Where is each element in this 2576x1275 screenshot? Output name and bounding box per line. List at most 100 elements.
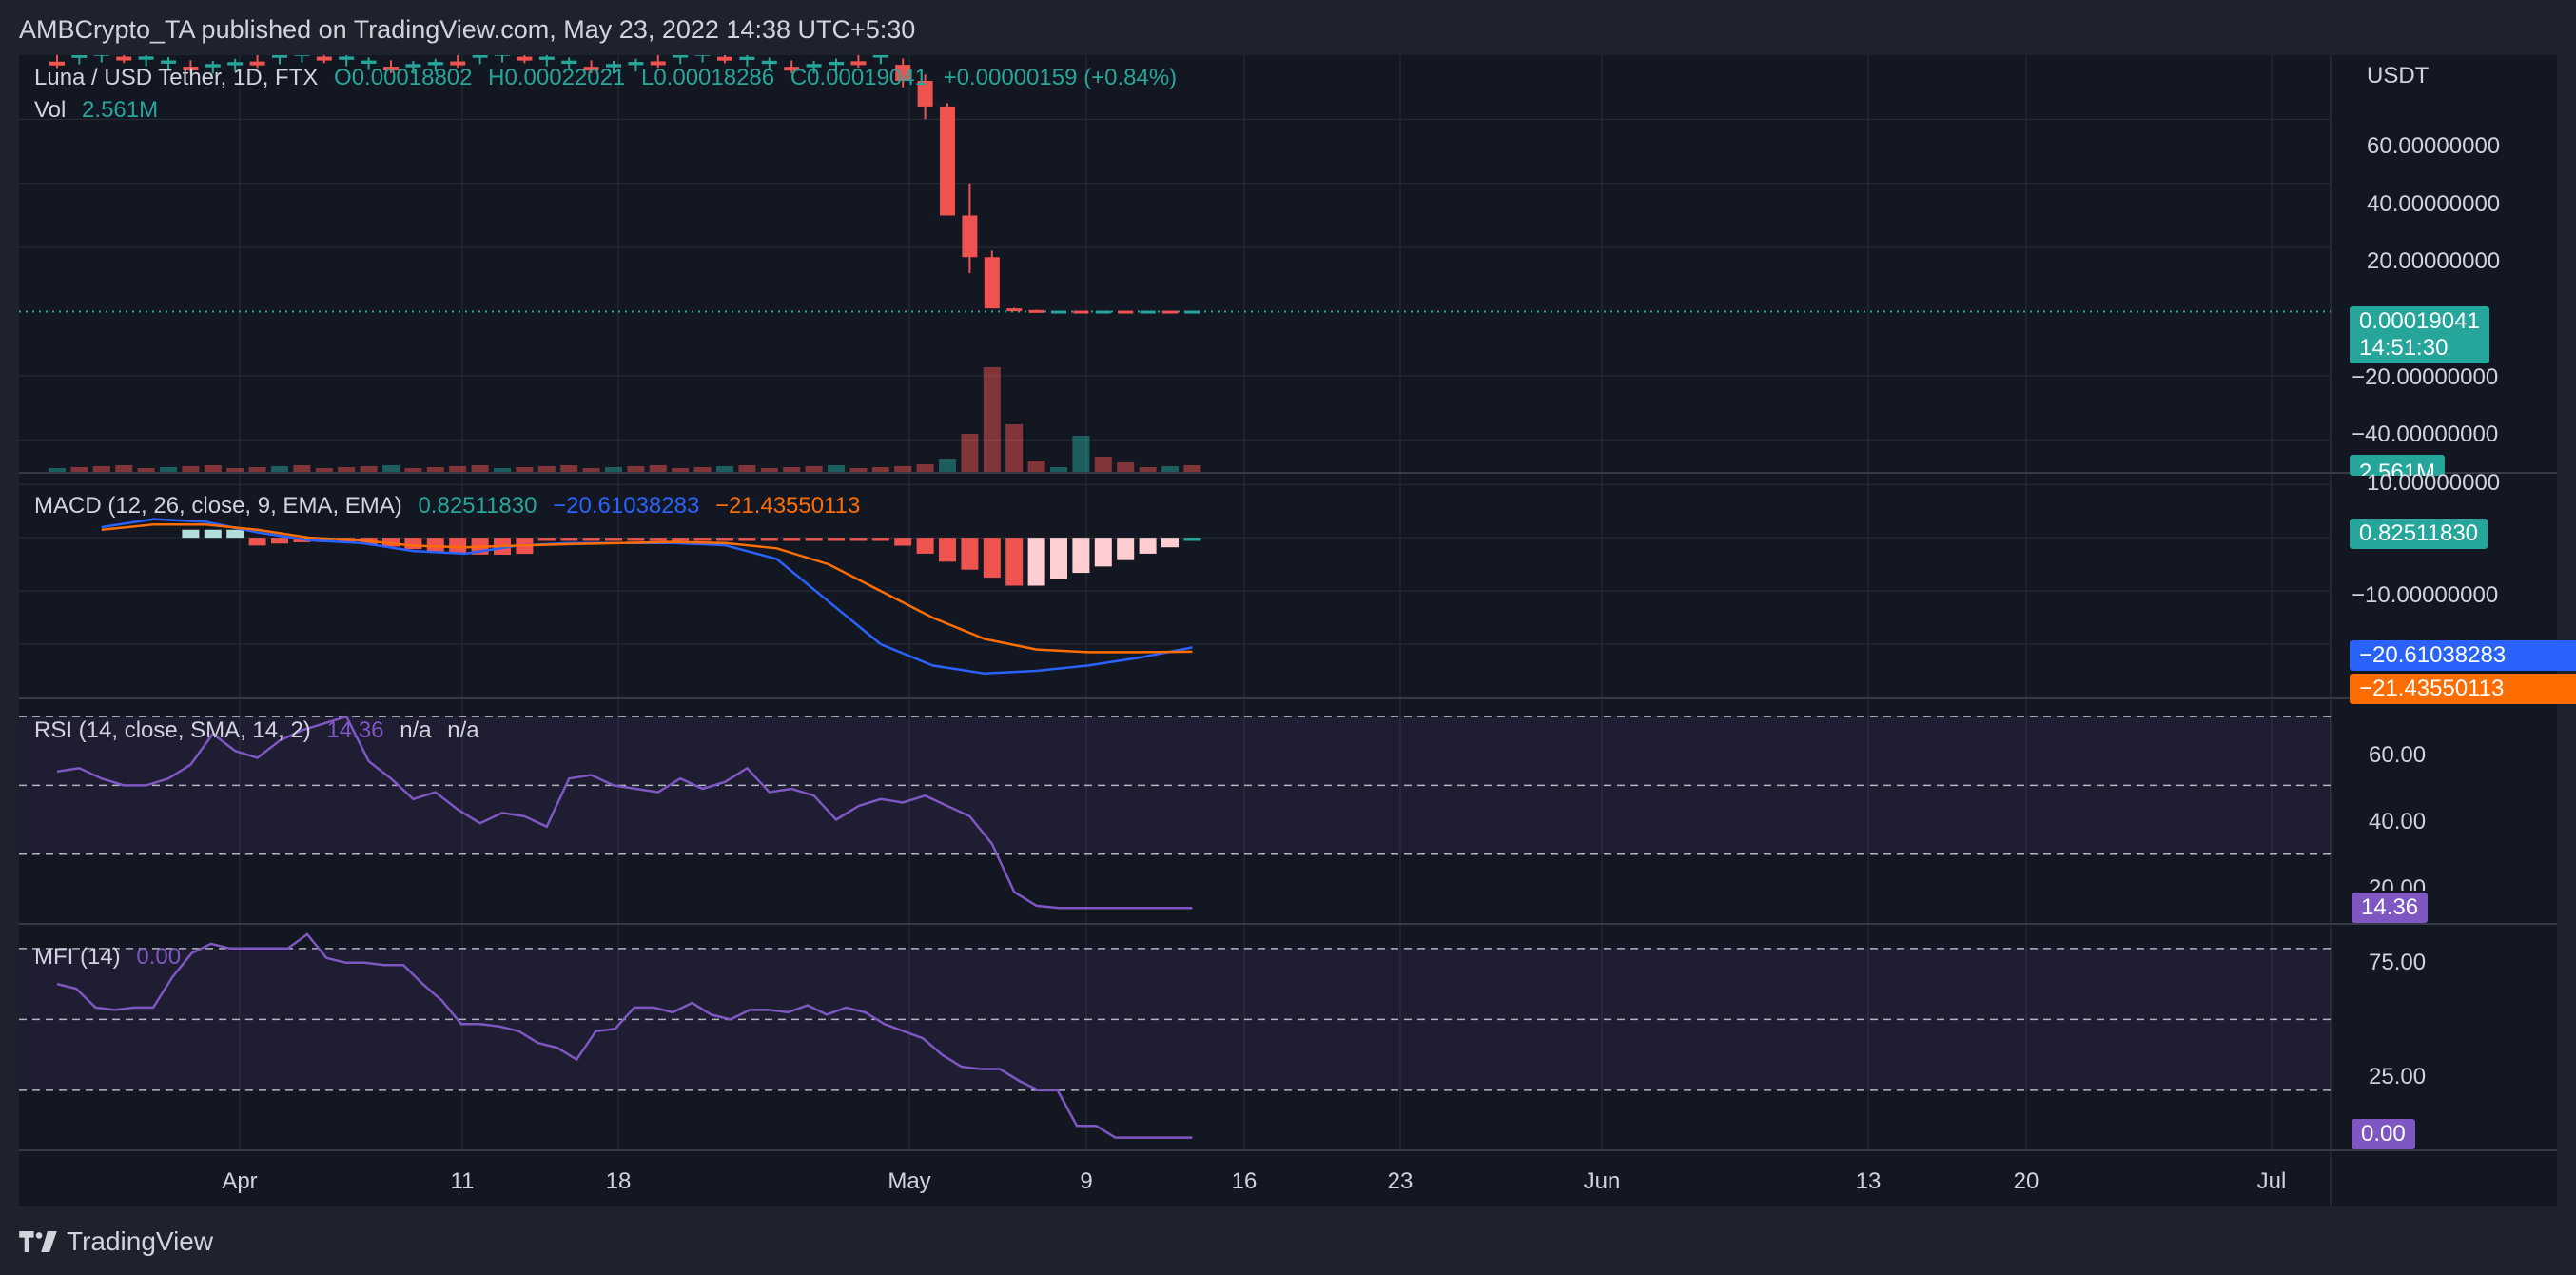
candle-body bbox=[1006, 308, 1023, 312]
candle-body bbox=[583, 67, 599, 71]
volume-bar bbox=[293, 465, 311, 472]
rsi-axis-tick: 60.00 bbox=[2369, 742, 2427, 768]
time-axis-label: Jun bbox=[1583, 1168, 1621, 1194]
macd-axis-tick: −10.00000000 bbox=[2352, 582, 2499, 608]
macd-histogram-bar bbox=[627, 538, 645, 541]
macd-histogram-bar bbox=[961, 538, 979, 570]
price-axis-tick: −40.00000000 bbox=[2352, 422, 2499, 447]
price-axis-tick: 40.00000000 bbox=[2367, 191, 2501, 217]
time-axis-label: Jul bbox=[2256, 1168, 2287, 1194]
volume-bar bbox=[760, 468, 778, 472]
mfi-label[interactable]: MFI (14) bbox=[34, 944, 121, 970]
macd-histogram-bar bbox=[605, 538, 622, 541]
ohlc-low: L0.00018286 bbox=[640, 65, 775, 90]
candle-body bbox=[49, 61, 65, 66]
volume-bar bbox=[672, 468, 690, 472]
volume-bar bbox=[49, 468, 66, 472]
macd-histogram-bar bbox=[426, 538, 444, 552]
volume-bar bbox=[983, 367, 1001, 472]
macd-histogram-bar bbox=[1139, 538, 1157, 554]
volume-bar bbox=[360, 466, 378, 472]
macd-histogram-bar bbox=[783, 538, 801, 541]
candle-body bbox=[361, 60, 377, 64]
volume-label[interactable]: Vol bbox=[34, 97, 67, 123]
candle-body bbox=[472, 55, 488, 58]
volume-bar bbox=[537, 466, 556, 472]
price-legend: Luna / USD Tether, 1D, FTX O0.00018802 H… bbox=[34, 65, 1186, 91]
macd-histogram-bar bbox=[760, 538, 778, 541]
volume-bar bbox=[1117, 462, 1135, 472]
macd-label[interactable]: MACD (12, 26, close, 9, EMA, EMA) bbox=[34, 493, 402, 519]
volume-bar bbox=[516, 467, 534, 472]
candle-body bbox=[1118, 310, 1134, 314]
chart-canvas[interactable] bbox=[19, 55, 2557, 1206]
candle-body bbox=[116, 56, 132, 61]
volume-bar bbox=[1005, 424, 1024, 472]
published-by-line: AMBCrypto_TA published on TradingView.co… bbox=[19, 15, 916, 44]
volume-bar bbox=[449, 466, 467, 472]
macd-hist-value: 0.82511830 bbox=[418, 493, 537, 519]
price-axis-currency[interactable]: USDT bbox=[2367, 63, 2430, 88]
footer: TradingView bbox=[19, 1213, 213, 1270]
rsi-band-fill bbox=[19, 716, 2331, 854]
macd-histogram-bar bbox=[404, 538, 422, 550]
ohlc-close: C0.00019041 bbox=[790, 65, 927, 90]
mfi-axis-tick: 75.00 bbox=[2369, 950, 2427, 975]
volume-bar bbox=[849, 468, 868, 472]
candle-body bbox=[383, 67, 399, 71]
volume-bar bbox=[160, 467, 177, 472]
candle-body bbox=[673, 55, 689, 58]
macd-histogram-bar bbox=[649, 538, 667, 541]
last-price-value: 0.00019041 bbox=[2359, 308, 2480, 334]
volume-legend: Vol 2.561M bbox=[34, 97, 167, 124]
candle-body bbox=[1051, 310, 1066, 314]
rsi-label[interactable]: RSI (14, close, SMA, 14, 2) bbox=[34, 717, 311, 743]
time-axis-label: 13 bbox=[1855, 1168, 1882, 1194]
candle-body bbox=[717, 56, 732, 61]
macd-histogram-bar bbox=[315, 538, 333, 542]
time-axis-label: 11 bbox=[450, 1168, 475, 1194]
candle-body bbox=[628, 62, 644, 66]
candle-body bbox=[71, 55, 88, 58]
candle-body bbox=[1140, 310, 1156, 314]
volume-bar bbox=[560, 465, 578, 472]
mfi-band-fill bbox=[19, 948, 2331, 1090]
rsi-legend: RSI (14, close, SMA, 14, 2) 14.36 n/a n/… bbox=[34, 717, 489, 744]
candle-body bbox=[1028, 309, 1044, 313]
rsi-extra-2: n/a bbox=[447, 717, 479, 743]
chart-area[interactable]: Luna / USD Tether, 1D, FTX O0.00018802 H… bbox=[19, 55, 2576, 1206]
macd-histogram-bar bbox=[582, 538, 600, 541]
candle-body bbox=[962, 215, 978, 258]
volume-bar bbox=[315, 468, 333, 472]
volume-bar bbox=[182, 466, 200, 472]
volume-bar bbox=[404, 468, 422, 472]
volume-bar bbox=[716, 466, 733, 472]
volume-bar bbox=[783, 467, 801, 472]
macd-histogram-bar bbox=[560, 538, 578, 541]
candle-body bbox=[784, 67, 800, 71]
tradingview-logo-icon bbox=[19, 1231, 57, 1252]
rsi-value: 14.36 bbox=[326, 717, 384, 743]
ohlc-change: +0.00000159 (+0.84%) bbox=[943, 65, 1178, 90]
volume-bar bbox=[738, 465, 756, 472]
macd-histogram-bar bbox=[894, 538, 912, 546]
macd-histogram-bar bbox=[828, 538, 845, 541]
tradingview-brand[interactable]: TradingView bbox=[67, 1226, 214, 1256]
volume-tag: 2.561M bbox=[2350, 455, 2446, 476]
mfi-tag: 0.00 bbox=[2352, 1119, 2415, 1149]
candle-body bbox=[339, 56, 355, 60]
volume-bar bbox=[582, 468, 600, 472]
macd-histogram-bar bbox=[226, 529, 244, 539]
candle-body bbox=[249, 61, 265, 66]
symbol-label[interactable]: Luna / USD Tether, 1D, FTX bbox=[34, 65, 319, 90]
macd-histogram-bar bbox=[449, 538, 467, 554]
candle-body bbox=[272, 55, 287, 58]
volume-bar bbox=[92, 466, 110, 472]
candle-body bbox=[161, 60, 176, 64]
macd-histogram-bar bbox=[1161, 538, 1179, 548]
candle-body bbox=[1095, 310, 1111, 314]
time-axis-label: 18 bbox=[605, 1168, 632, 1194]
time-axis-label: 9 bbox=[1080, 1168, 1093, 1194]
candle-body bbox=[1073, 310, 1089, 314]
candle-body bbox=[940, 106, 955, 216]
